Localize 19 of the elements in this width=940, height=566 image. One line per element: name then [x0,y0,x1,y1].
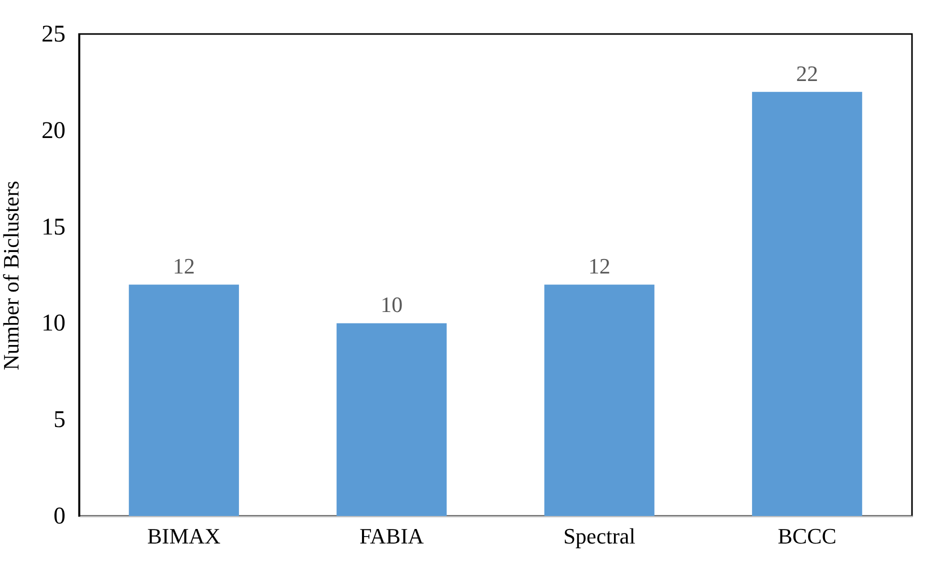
y-tick-label: 10 [42,310,66,337]
bar [752,92,862,516]
y-tick-label: 20 [42,118,66,144]
y-tick-label: 25 [42,22,66,48]
data-label: 10 [380,292,403,318]
x-tick-label: FABIA [359,524,424,548]
y-axis-title: Number of Biclusters [0,180,24,370]
x-tick-label: Spectral [563,524,636,548]
bar [544,284,654,516]
y-tick-label: 15 [42,214,66,240]
data-label: 12 [172,254,195,279]
x-tick-label: BCCC [778,524,836,548]
x-tick-label: BIMAX [147,524,221,548]
data-label: 12 [588,254,610,279]
y-tick-label: 0 [54,504,66,530]
bar [336,323,447,516]
data-label: 22 [796,60,818,86]
y-tick-label: 5 [54,407,66,434]
bar [128,284,239,516]
